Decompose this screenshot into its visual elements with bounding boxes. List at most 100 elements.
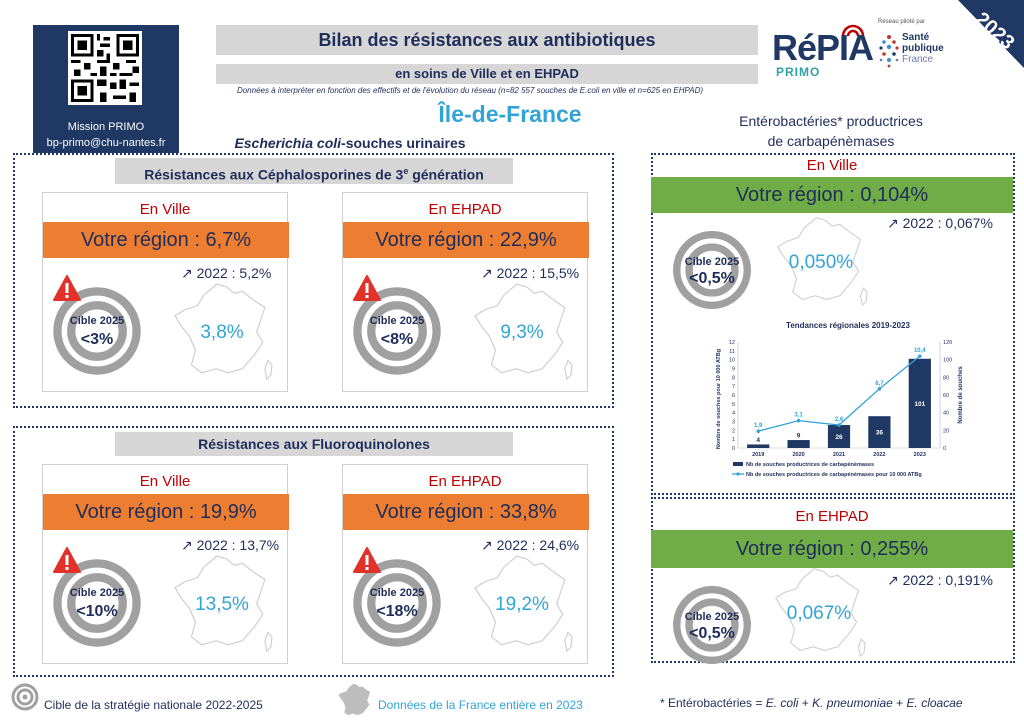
chart-left-tick: 12 [729, 340, 735, 346]
c3g-ville-card-target-value: <3% [80, 331, 114, 348]
warning-icon [53, 275, 81, 301]
chart-legend-line-marker [736, 472, 740, 476]
c3g-ehpad-card-label: En EHPAD [428, 201, 502, 218]
region-name: Île-de-France [438, 101, 582, 127]
chart-left-tick: 9 [732, 367, 735, 373]
chart-point-label: 3,1 [794, 413, 803, 419]
chart-right-tick: 20 [943, 428, 949, 434]
entero-ehpad-card-france-value: 0,067% [786, 603, 852, 625]
chart-left-tick: 11 [729, 349, 735, 355]
target-legend-icon [11, 683, 39, 711]
chart-left-tick: 6 [732, 393, 735, 399]
pilot-text: Réseau piloté par [878, 19, 926, 25]
chart-x-tick: 2021 [833, 452, 845, 458]
target-legend-text: Cible de la stratégie nationale 2022-202… [44, 698, 263, 712]
chart-bar [868, 416, 891, 448]
chart-left-tick: 5 [732, 402, 735, 408]
entero-ehpad-section [651, 497, 1015, 663]
sp-dots-icon [879, 35, 899, 68]
fq-heading: Résistances aux Fluoroquinolones [115, 432, 513, 456]
chart-bar-label: 36 [876, 430, 884, 437]
mission-name: Mission PRIMO [67, 121, 145, 133]
sp-text-line2: publique [902, 43, 944, 54]
mission-email[interactable]: bp-primo@chu-nantes.fr [46, 137, 166, 149]
plus-sign: + [892, 696, 907, 710]
chart-x-tick: 2022 [873, 452, 885, 458]
chart-right-tick: 40 [943, 411, 949, 417]
target-icon [53, 559, 141, 647]
entero-ehpad-card-target-value: <0,5% [689, 625, 735, 642]
c3g-ehpad-card-france-value: 9,3% [500, 321, 544, 343]
fq-ehpad-card-region-value: Votre région : 33,8% [343, 494, 589, 530]
fq-ville-card-region-value: Votre région : 19,9% [43, 494, 289, 530]
warning-icon [353, 275, 381, 301]
chart-legend-bar-label: Nb de souches productrices de carbapénèm… [746, 462, 874, 468]
c3g-ehpad-card: En EHPAD Votre région : 22,9% ↗ 2022 : 15,… [342, 192, 589, 392]
entero-title-line2: de carbapénèmases [767, 133, 895, 149]
ecoli-title-species: Escherichia coli [234, 135, 342, 151]
chart-point-label: 6,7 [875, 381, 884, 387]
chart-bar-label: 9 [797, 433, 801, 440]
c3g-ehpad-card-france-map: 9,3% [471, 279, 573, 381]
entero-ehpad-card-label: En EHPAD [795, 508, 869, 525]
chart-left-tick: 7 [732, 384, 735, 390]
fq-ville-card-target-label: Cible 2025 [69, 587, 125, 600]
chart-bar [827, 425, 851, 448]
entero-species-3: E. cloacae [906, 696, 963, 710]
fq-ehpad-card-france-value: 19,2% [495, 593, 549, 615]
chart-bar [747, 444, 770, 448]
repia-logo-text: RéPIA [772, 27, 874, 68]
c3g-ville-card-region-value: Votre région : 6,7% [43, 222, 289, 258]
entero-species-1: E. coli [765, 696, 799, 710]
chart-right-tick: 60 [943, 393, 949, 399]
fq-ville-card-france-map: 13,5% [171, 551, 273, 653]
c3g-ville-card: En Ville Votre région : 6,7% ↗ 2022 : 5,2%… [42, 192, 289, 392]
chart-ylabel-left: Nombre de souches pour 10 000 ATBg [716, 349, 722, 449]
entero-ville-card-target-value: <0,5% [689, 270, 735, 287]
chart-left-tick: 3 [732, 420, 735, 426]
fq-ehpad-card-label: En EHPAD [428, 473, 502, 490]
chart-bar [787, 440, 810, 448]
fq-ehpad-card-trend: ↗ 2022 : 24,6% [481, 537, 580, 553]
c3g-ehpad-card-target-label: Cible 2025 [369, 315, 425, 328]
entero-ville-card-trend: ↗ 2022 : 0,067% [887, 215, 993, 231]
plus-sign: + [798, 696, 813, 710]
qr-code[interactable] [68, 31, 142, 105]
chart-bar-label: 4 [756, 437, 760, 444]
entero-ville-card-region-value: Votre région : 0,104% [651, 177, 1013, 213]
target-icon [673, 231, 751, 309]
entero-ehpad-card-target-label: Cible 2025 [684, 611, 740, 624]
chart-point [918, 354, 922, 358]
chart-point-label: 1,9 [754, 423, 763, 429]
entero-footnote-prefix: * Entérobactéries = [660, 696, 766, 710]
c3g-ehpad-card-target: Cible 2025 <8% [351, 285, 443, 377]
entero-ville-section [651, 153, 1015, 495]
signal-icon [841, 24, 865, 37]
chart-bar-label: 26 [835, 434, 843, 441]
france-map-icon [474, 283, 573, 381]
c3g-ville-card-label: En Ville [139, 201, 191, 218]
c3g-ville-card-target-label: Cible 2025 [69, 315, 125, 328]
primo-logo-text: PRIMO [776, 65, 821, 79]
chart-left-tick: 10 [729, 358, 735, 364]
chart-x-tick: 2019 [752, 452, 764, 458]
france-map-icon [474, 555, 573, 653]
chart-point [796, 418, 801, 423]
fq-ehpad-card-target-label: Cible 2025 [369, 587, 425, 600]
entero-ville-card: En Ville Votre région : 0,104% ↗ 2022 : 0,… [651, 155, 1013, 310]
entero-ville-card-label: En Ville [806, 157, 858, 174]
france-map-icon [174, 283, 273, 381]
sp-text: Santé publique France [902, 32, 944, 65]
chart-ylabel-right: Nombre de souches [958, 366, 964, 424]
chart-left-tick: 2 [732, 428, 735, 434]
target-icon [673, 586, 751, 664]
chart-left-tick: 8 [732, 375, 735, 381]
mission-box: Mission PRIMO bp-primo@chu-nantes.fr [33, 25, 179, 153]
chart-left-tick: 4 [732, 411, 735, 417]
target-icon [353, 287, 441, 375]
entero-ville-card-target-label: Cible 2025 [684, 256, 740, 269]
chart-title: Tendances régionales 2019-2023 [786, 321, 910, 330]
c3g-section [13, 153, 614, 408]
sp-text-line1: Santé [902, 32, 930, 43]
